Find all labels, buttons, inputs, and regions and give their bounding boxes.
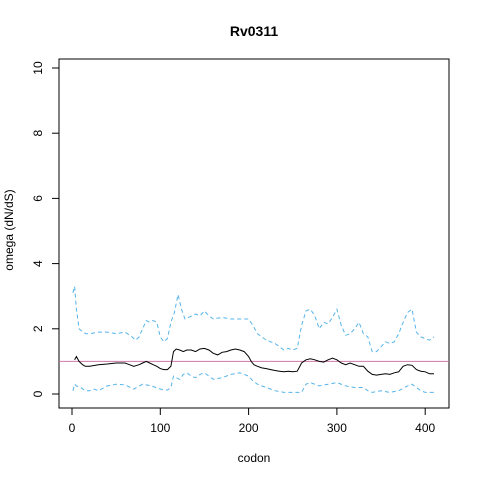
plot-area [59, 286, 449, 393]
y-tick-label-3: 6 [31, 195, 45, 202]
series-estimate [74, 347, 434, 376]
x-tick-label-1: 100 [150, 421, 170, 435]
x-tick-label-4: 400 [415, 421, 435, 435]
y-axis: 0 2 4 6 8 10 [31, 61, 60, 397]
chart-title: Rv0311 [230, 23, 278, 39]
series-upper-bound [72, 286, 435, 353]
y-axis-label: omega (dN/dS) [2, 189, 16, 270]
x-tick-label-0: 0 [69, 421, 76, 435]
y-tick-label-2: 4 [31, 260, 45, 267]
y-tick-label-4: 8 [31, 130, 45, 137]
y-tick-label-1: 2 [31, 325, 45, 332]
y-tick-label-5: 10 [31, 61, 45, 75]
x-axis-label: codon [238, 451, 271, 465]
x-tick-label-3: 300 [327, 421, 347, 435]
y-tick-label-0: 0 [31, 390, 45, 397]
x-tick-label-2: 200 [239, 421, 259, 435]
x-axis: 0 100 200 300 400 [69, 407, 436, 435]
series-lower-bound [72, 372, 434, 393]
plot-frame [58, 58, 450, 409]
